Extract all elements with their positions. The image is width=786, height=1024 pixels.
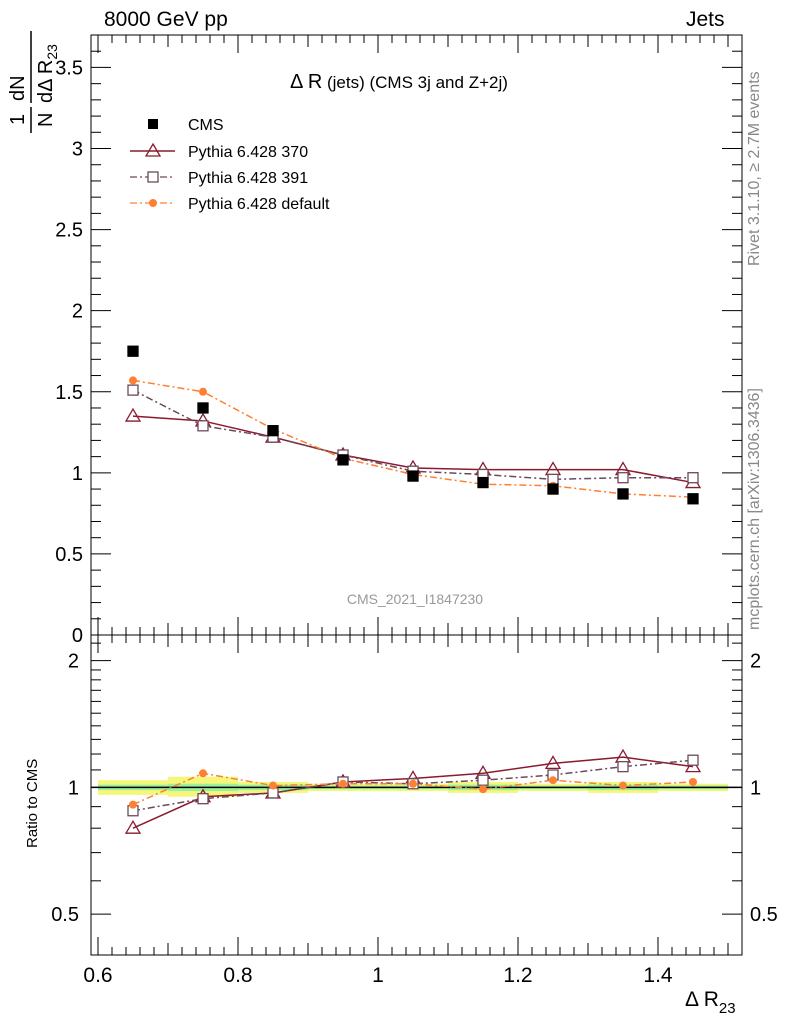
ratio-point-default bbox=[339, 779, 347, 788]
ratio-point-default bbox=[549, 776, 557, 785]
main-line-default bbox=[132, 379, 694, 498]
main-point-default bbox=[129, 376, 137, 385]
main-point-391 bbox=[687, 472, 699, 484]
ratio-point-370 bbox=[544, 755, 562, 770]
main-point-cms bbox=[617, 488, 629, 500]
legend-label-391: Pythia 6.428 391 bbox=[188, 170, 308, 187]
x-tick-label: 1.2 bbox=[503, 964, 532, 987]
main-series-group bbox=[124, 345, 702, 505]
legend-item-default: Pythia 6.428 default bbox=[130, 196, 330, 213]
svg-text:dN: dN bbox=[7, 75, 29, 101]
plot-title-main: Δ R bbox=[290, 71, 322, 93]
ratio-point-default bbox=[129, 800, 137, 809]
process-label: Jets bbox=[686, 8, 725, 31]
legend-label-370: Pythia 6.428 370 bbox=[188, 144, 308, 161]
legend-item-391: Pythia 6.428 391 bbox=[130, 170, 308, 187]
main-y-tick-label: 2.5 bbox=[55, 220, 83, 242]
main-y-tick-label: 3 bbox=[72, 139, 83, 161]
plot-title: Δ R (jets) (CMS 3j and Z+2j) bbox=[290, 71, 508, 93]
ratio-line-391 bbox=[132, 759, 694, 812]
main-point-370 bbox=[544, 461, 562, 476]
x-axis-label: Δ R23 bbox=[685, 988, 736, 1017]
main-point-cms bbox=[477, 476, 489, 489]
ratio-plot-frame bbox=[90, 634, 743, 956]
main-point-cms bbox=[407, 470, 419, 482]
main-y-tick-label: 2 bbox=[72, 301, 83, 323]
main-point-default bbox=[199, 387, 207, 396]
main-y-axis-label: 1 N dN dΔ R23 bbox=[7, 31, 60, 133]
x-tick-label: 0.6 bbox=[83, 964, 112, 987]
legend: CMS Pythia 6.428 370 Pythia 6.428 391 Py… bbox=[130, 117, 330, 213]
ratio-point-default bbox=[619, 781, 627, 790]
x-tick-label: 0.8 bbox=[223, 964, 252, 987]
ratio-point-default bbox=[689, 777, 697, 786]
ratio-point-370 bbox=[124, 819, 142, 834]
svg-text:N: N bbox=[35, 113, 57, 127]
main-point-cms bbox=[337, 454, 349, 466]
x-tick-label: 1.4 bbox=[643, 964, 673, 987]
ratio-y-axis-label: Ratio to CMS bbox=[24, 759, 41, 848]
main-y-tick-label: 1 bbox=[72, 463, 83, 485]
ratio-point-391 bbox=[477, 774, 489, 786]
ratio-series-group bbox=[124, 748, 702, 834]
main-y-tick-label: 0.5 bbox=[55, 544, 83, 566]
ratio-point-default bbox=[409, 779, 417, 788]
main-point-370 bbox=[124, 407, 142, 422]
ratio-y-tick-label: 0.5 bbox=[51, 904, 79, 926]
ratio-point-default bbox=[199, 769, 207, 778]
main-y-tick-label: 1.5 bbox=[55, 382, 83, 404]
ratio-y-tick-label-right: 0.5 bbox=[750, 904, 778, 926]
analysis-watermark: CMS_2021_I1847230 bbox=[347, 591, 483, 607]
main-line-391 bbox=[132, 389, 693, 481]
main-point-cms bbox=[197, 402, 209, 414]
ratio-y-tick-label: 2 bbox=[68, 651, 79, 673]
ratio-point-370 bbox=[614, 748, 632, 763]
main-y-tick-label: 0 bbox=[72, 625, 83, 647]
ratio-point-391 bbox=[687, 754, 699, 766]
main-point-391 bbox=[197, 420, 209, 432]
x-tick-label: 1 bbox=[372, 964, 384, 987]
legend-item-370: Pythia 6.428 370 bbox=[130, 142, 308, 161]
legend-item-cms: CMS bbox=[148, 117, 224, 134]
legend-label-default: Pythia 6.428 default bbox=[188, 196, 330, 213]
legend-label-cms: CMS bbox=[188, 117, 224, 134]
ratio-y-tick-label-right: 1 bbox=[750, 777, 761, 799]
main-point-cms bbox=[687, 493, 699, 505]
main-point-391 bbox=[617, 472, 629, 484]
main-point-cms bbox=[547, 483, 559, 495]
ratio-point-391 bbox=[617, 760, 629, 773]
main-point-391 bbox=[127, 384, 139, 396]
main-y-tick-label: 3.5 bbox=[55, 57, 83, 79]
plot-title-rest: (jets) (CMS 3j and Z+2j) bbox=[322, 73, 508, 92]
ratio-y-tick-label-right: 2 bbox=[750, 651, 761, 673]
energy-label: 8000 GeV pp bbox=[104, 8, 228, 31]
svg-text:dΔ R23: dΔ R23 bbox=[35, 44, 60, 103]
ratio-y-tick-label: 1 bbox=[68, 777, 79, 799]
ratio-point-391 bbox=[197, 793, 209, 805]
ratio-axis-ticks: 0.5 0.5 1 1 2 2 0.6 0.8 1 1.2 1.4 bbox=[51, 635, 778, 987]
ratio-point-default bbox=[269, 781, 277, 790]
ratio-point-default bbox=[479, 785, 487, 794]
main-point-cms bbox=[127, 345, 139, 357]
svg-text:1: 1 bbox=[7, 114, 29, 125]
main-axis-ticks: 0 0.5 1 1.5 2 2.5 3 3.5 bbox=[55, 35, 742, 647]
main-point-cms bbox=[267, 425, 279, 437]
